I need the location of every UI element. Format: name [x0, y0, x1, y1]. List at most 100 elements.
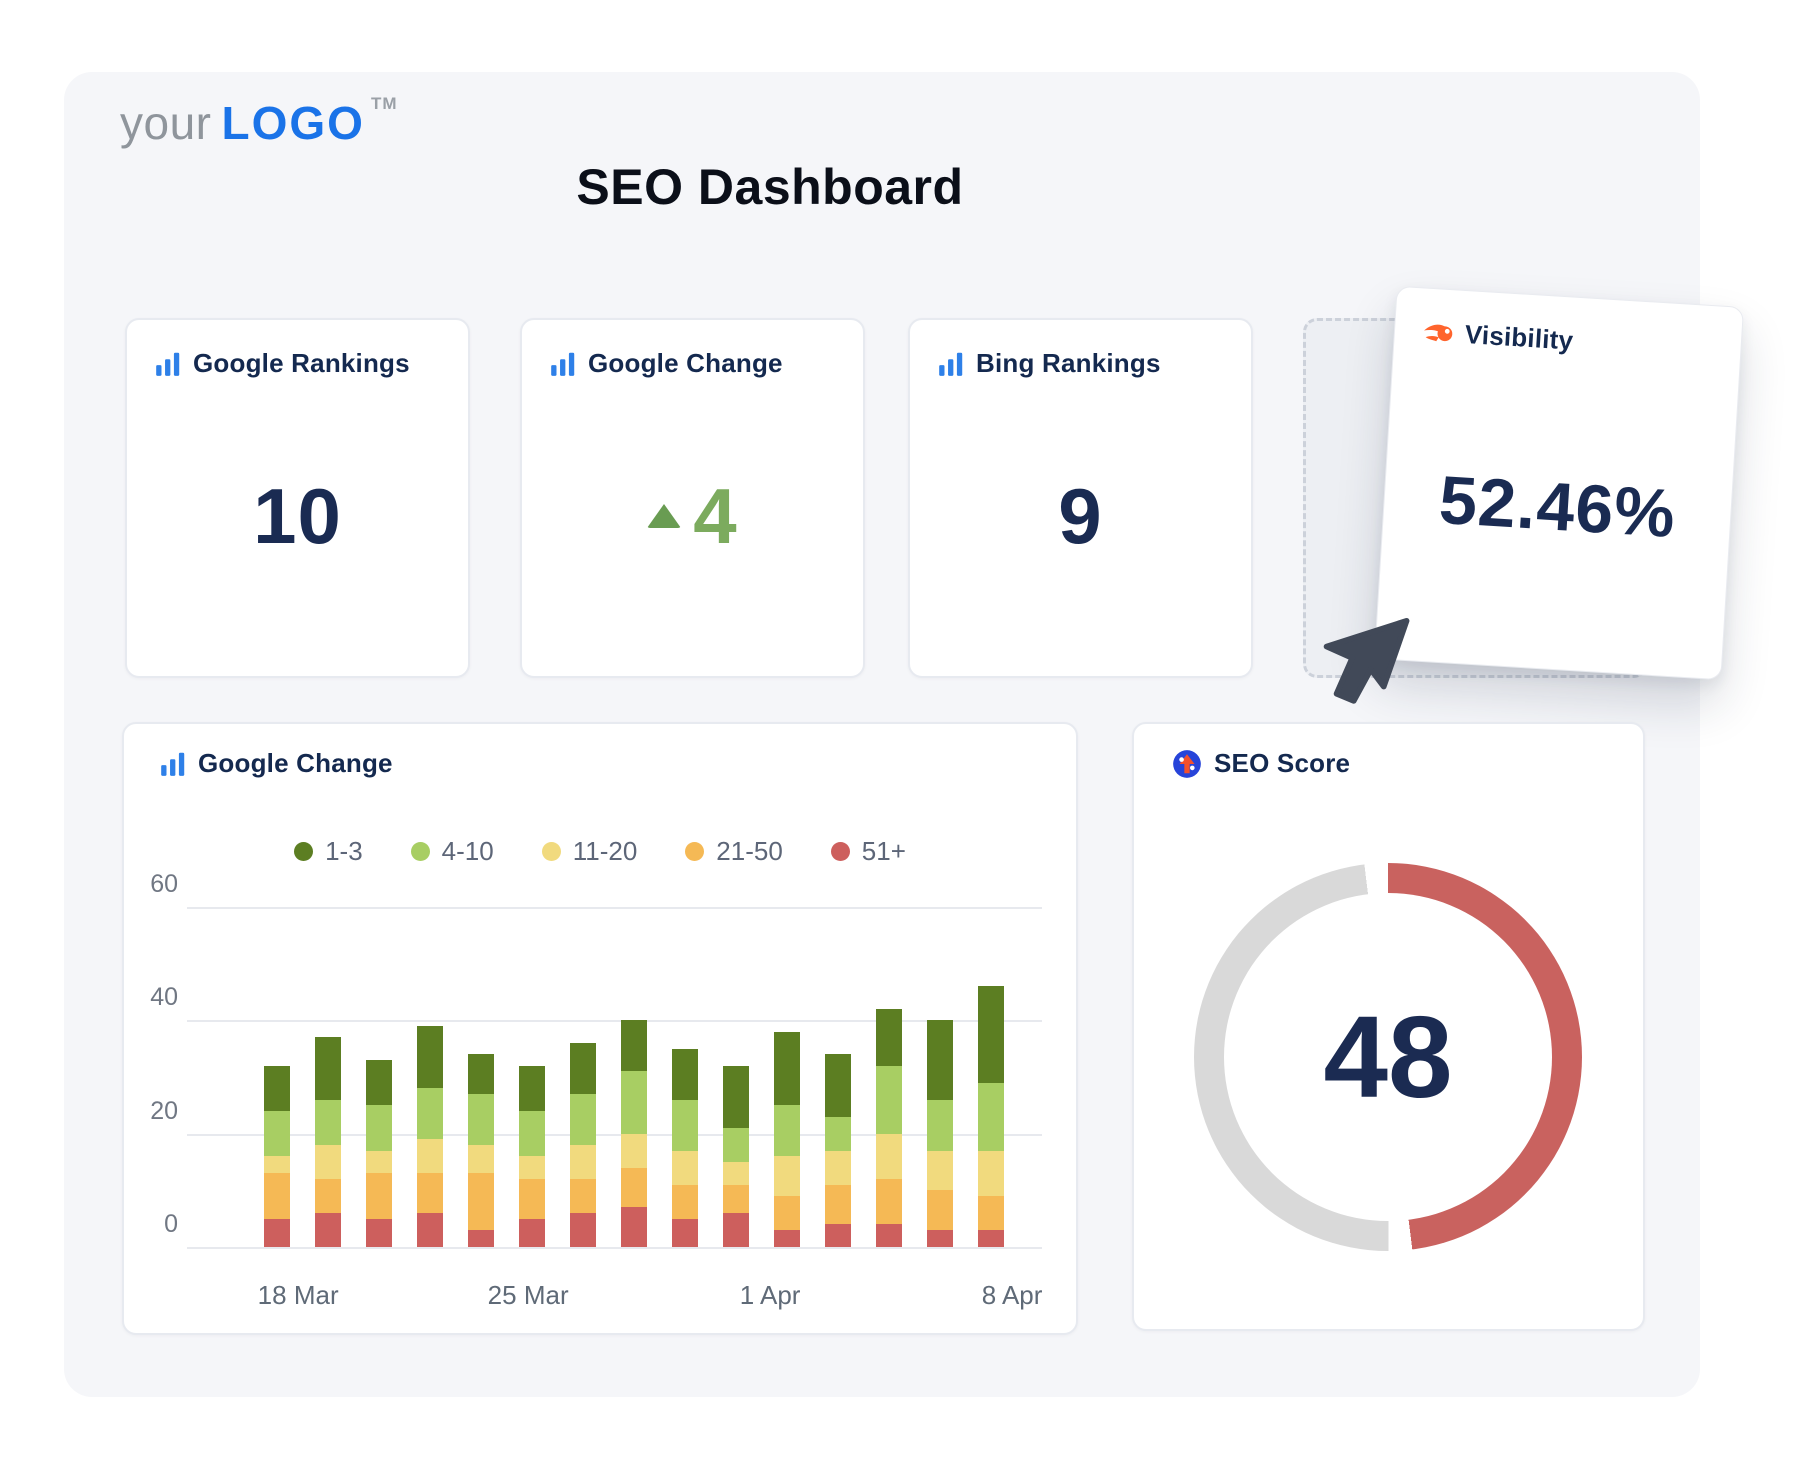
bar-segment-1-3 — [417, 1026, 443, 1089]
page-title: SEO Dashboard — [576, 159, 964, 215]
legend-dot-icon — [541, 842, 561, 861]
bar-segment-1-3 — [672, 1048, 698, 1100]
legend-item: 21-50 — [685, 836, 783, 867]
bar-segment-1-3 — [825, 1054, 851, 1117]
bar-segment-21-50 — [723, 1184, 749, 1213]
stacked-bar — [876, 1009, 902, 1247]
bar-segment-4-10 — [927, 1099, 953, 1151]
bar-segment-1-3 — [927, 1020, 953, 1100]
stacked-bar — [723, 1065, 749, 1247]
bar-segment-4-10 — [774, 1105, 800, 1157]
legend-label: 21-50 — [716, 836, 783, 866]
bar-segment-11-20 — [723, 1162, 749, 1185]
bar-segment-51+ — [570, 1213, 596, 1247]
legend-dot-icon — [294, 842, 314, 861]
gridline — [187, 1020, 1042, 1023]
bar-segment-4-10 — [264, 1111, 290, 1157]
stat-value: 10 — [253, 471, 342, 560]
stat-card-header: Bing Rankings — [938, 348, 1161, 379]
stat-value: 4 — [693, 471, 738, 560]
stat-value: 9 — [1058, 471, 1103, 560]
bar-segment-51+ — [417, 1213, 443, 1247]
google-change-chart-card: Google Change 1-3 4-10 11-20 21-50 51+ 0 20 40… — [122, 722, 1078, 1335]
x-tick-label: 8 Apr — [981, 1280, 1043, 1310]
legend-label: 51+ — [861, 836, 906, 866]
stacked-bar — [366, 1060, 392, 1247]
bar-chart-icon — [160, 751, 186, 777]
bar-segment-21-50 — [927, 1190, 953, 1230]
gridline — [187, 1133, 1042, 1136]
stat-card-header: Google Change — [550, 348, 783, 379]
seo-score-gauge — [1194, 863, 1582, 1251]
chart-plot-area — [187, 724, 1042, 1249]
bar-segment-4-10 — [978, 1082, 1004, 1151]
x-axis-labels: 18 Mar 25 Mar 1 Apr 8 Apr — [187, 1280, 1043, 1314]
stacked-bar — [315, 1037, 341, 1247]
trend-up-icon — [647, 504, 682, 528]
score-card-header: SEO Score — [1172, 748, 1350, 779]
bar-chart-icon — [550, 351, 576, 377]
y-tick-label: 60 — [150, 870, 178, 898]
legend-item: 11-20 — [541, 836, 637, 867]
stacked-bar — [417, 1026, 443, 1247]
stat-card-google-rankings: Google Rankings 10 — [125, 318, 470, 678]
bar-segment-1-3 — [978, 986, 1004, 1083]
visibility-card[interactable]: Visibility 52.46% — [1373, 285, 1745, 681]
stat-label: Google Rankings — [193, 348, 410, 378]
bar-segment-21-50 — [519, 1179, 545, 1219]
stat-card-google-change: Google Change 4 — [520, 318, 865, 678]
bar-segment-11-20 — [519, 1156, 545, 1180]
x-tick-label: 18 Mar — [257, 1280, 339, 1310]
bar-segment-4-10 — [723, 1128, 749, 1163]
legend-dot-icon — [685, 842, 705, 861]
bar-segment-51+ — [876, 1224, 902, 1247]
seo-score-value: 48 — [1323, 992, 1453, 1122]
bar-segment-1-3 — [264, 1065, 290, 1112]
gridline — [187, 1247, 1042, 1249]
legend-item: 51+ — [830, 836, 906, 867]
visibility-card-header: Visibility — [1422, 316, 1574, 356]
bar-segment-51+ — [468, 1230, 494, 1247]
bar-chart-icon — [155, 351, 181, 377]
bar-segment-4-10 — [366, 1105, 392, 1151]
bar-segment-1-3 — [876, 1009, 902, 1066]
bar-segment-11-20 — [417, 1139, 443, 1174]
bar-segment-11-20 — [264, 1156, 290, 1174]
y-tick-label: 40 — [150, 983, 178, 1012]
bar-segment-4-10 — [825, 1116, 851, 1151]
bar-segment-21-50 — [468, 1173, 494, 1230]
bar-segment-21-50 — [570, 1179, 596, 1213]
bar-segment-4-10 — [570, 1094, 596, 1145]
score-title: SEO Score — [1214, 748, 1351, 778]
bar-segment-11-20 — [672, 1150, 698, 1185]
site-audit-icon — [1172, 749, 1202, 779]
bar-segment-4-10 — [468, 1094, 494, 1146]
logo: your LOGO TM — [120, 94, 397, 150]
bar-segment-1-3 — [519, 1065, 545, 1112]
bar-segment-51+ — [621, 1207, 647, 1247]
bar-segment-51+ — [927, 1230, 953, 1247]
bar-segment-21-50 — [315, 1179, 341, 1213]
bar-segment-11-20 — [876, 1133, 902, 1180]
bar-segment-4-10 — [417, 1088, 443, 1140]
bar-segment-4-10 — [519, 1111, 545, 1157]
bar-segment-51+ — [978, 1230, 1004, 1247]
mouse-cursor-icon — [1318, 606, 1418, 715]
legend-item: 1-3 — [294, 836, 363, 867]
semrush-icon — [1422, 319, 1454, 347]
bar-segment-51+ — [519, 1218, 545, 1247]
bar-segment-21-50 — [978, 1196, 1004, 1230]
x-tick-label: 1 Apr — [739, 1280, 801, 1310]
bar-segment-11-20 — [774, 1156, 800, 1196]
y-tick-label: 0 — [164, 1210, 178, 1238]
bar-segment-51+ — [315, 1213, 341, 1247]
bar-segment-21-50 — [621, 1167, 647, 1208]
bar-segment-11-20 — [366, 1150, 392, 1174]
stat-label: Bing Rankings — [976, 348, 1161, 378]
bar-segment-21-50 — [825, 1184, 851, 1225]
bar-segment-1-3 — [468, 1054, 494, 1095]
stat-value-change: 4 — [522, 320, 863, 676]
y-axis-labels: 0 20 40 60 — [130, 724, 178, 1249]
stacked-bar — [672, 1048, 698, 1247]
bar-segment-21-50 — [264, 1173, 290, 1219]
